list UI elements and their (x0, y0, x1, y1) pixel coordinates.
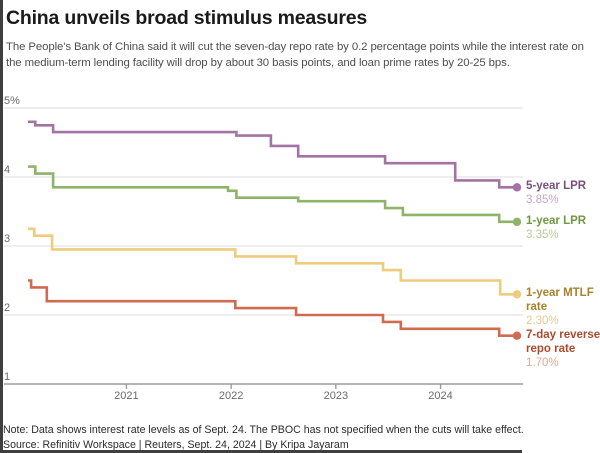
y-axis-label: 2 (4, 302, 11, 314)
legend-label: 1-year LPR (526, 214, 587, 227)
legend-label: 5-year LPR (526, 180, 587, 193)
y-axis-label: 3 (4, 233, 11, 245)
legend-1-year-lpr: 1-year LPR 3.35% (526, 214, 600, 242)
legend-label: 1-year MTLF (526, 287, 594, 300)
y-axis-label: 5% (4, 95, 20, 107)
legend-value: 1.70% (526, 356, 559, 369)
1-year-lpr-line (28, 165, 517, 224)
y-axis-label: 4 (4, 164, 11, 176)
5-year-lpr-end-dot (512, 183, 522, 192)
y-axis-label: 1 (4, 371, 11, 383)
legend-value: 3.85% (526, 194, 559, 207)
legend-7-day-reverse-repo-rate: 7-day reverse repo rate 1.70% (526, 328, 600, 370)
x-axis-label: 2024 (428, 390, 453, 402)
legend-label: 7-day reverse (526, 328, 600, 341)
screenshot-left-border (0, 0, 3, 453)
1-year-mtlf-rate-line (28, 227, 517, 296)
1-year-lpr-end-dot (512, 217, 522, 227)
legend-1-year-mtlf-rate: 1-year MTLF rate 2.30% (526, 286, 600, 328)
x-axis-label: 2021 (114, 390, 139, 402)
7-day-reverse-repo-rate-line (28, 279, 517, 337)
legend-value: 2.30% (526, 315, 559, 328)
legend-label: rate (526, 301, 548, 314)
x-axis-label: 2022 (218, 390, 244, 402)
7-day-reverse-repo-rate-end-dot (512, 331, 522, 340)
legend-value: 3.35% (526, 228, 559, 241)
legend-label: repo rate (526, 342, 576, 355)
page-title: China unveils broad stimulus measures (6, 7, 368, 29)
chart-note: Note: Data shows interest rate levels as… (3, 424, 524, 436)
x-axis-label: 2023 (323, 390, 349, 402)
chart-source: Source: Refinitiv Workspace | Reuters, S… (3, 439, 349, 451)
screenshot-bottom-border (0, 450, 522, 453)
5-year-lpr-line (28, 120, 517, 189)
1-year-mtlf-rate-end-dot (512, 290, 522, 299)
legend-5-year-lpr: 5-year LPR 3.85% (526, 179, 600, 207)
chart-subtitle: The People's Bank of China said it will … (6, 41, 584, 70)
